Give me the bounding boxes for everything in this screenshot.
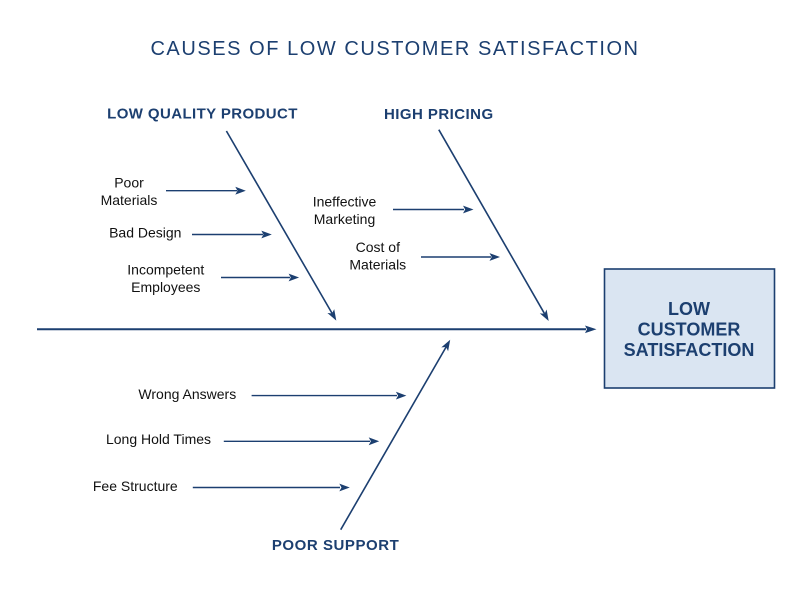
svg-text:Materials: Materials [349,257,406,273]
svg-text:POOR SUPPORT: POOR SUPPORT [272,537,399,554]
svg-text:Long Hold Times: Long Hold Times [106,431,211,447]
svg-text:CUSTOMER: CUSTOMER [638,320,741,340]
svg-text:Wrong Answers: Wrong Answers [138,386,236,402]
svg-text:HIGH PRICING: HIGH PRICING [384,106,494,123]
svg-text:Materials: Materials [101,192,158,208]
svg-text:SATISFACTION: SATISFACTION [624,340,755,360]
svg-text:LOW QUALITY PRODUCT: LOW QUALITY PRODUCT [107,106,298,123]
svg-text:Ineffective: Ineffective [313,193,377,209]
svg-text:Marketing: Marketing [314,211,375,227]
svg-text:Fee Structure: Fee Structure [93,478,178,494]
svg-text:Incompetent: Incompetent [127,262,204,278]
svg-text:LOW: LOW [668,299,710,319]
svg-text:Bad Design: Bad Design [109,225,181,241]
svg-text:CAUSES OF LOW CUSTOMER SATISFA: CAUSES OF LOW CUSTOMER SATISFACTION [150,38,639,60]
svg-text:Employees: Employees [131,279,200,295]
svg-text:Cost of: Cost of [356,239,400,255]
svg-text:Poor: Poor [114,175,144,191]
